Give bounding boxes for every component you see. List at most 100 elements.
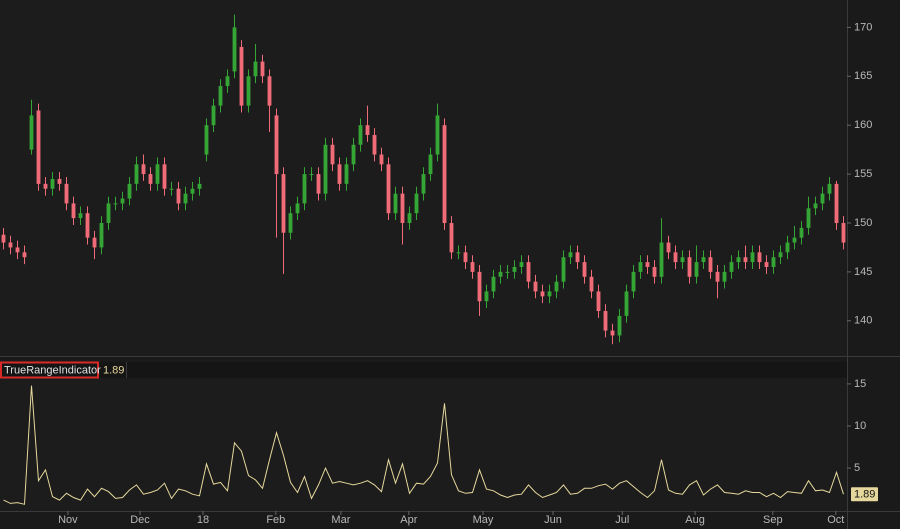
x-tick-label: Apr bbox=[400, 514, 417, 526]
candle-body bbox=[344, 164, 349, 184]
y-tick-label: 10 bbox=[854, 420, 866, 432]
x-tick-label: Sep bbox=[763, 514, 783, 526]
candle-body bbox=[232, 27, 237, 72]
candle-body bbox=[267, 76, 272, 106]
candle-body bbox=[106, 203, 111, 223]
candle-body bbox=[92, 237, 97, 248]
candle-body bbox=[827, 183, 832, 194]
x-tick-label: May bbox=[473, 514, 494, 526]
candle-body bbox=[428, 154, 433, 175]
candle-body bbox=[22, 252, 27, 258]
candle-body bbox=[421, 174, 426, 194]
candle-body bbox=[253, 61, 258, 77]
candle-body bbox=[316, 174, 321, 194]
candle-body bbox=[820, 193, 825, 204]
candle-body bbox=[470, 262, 475, 272]
candle-body bbox=[281, 174, 286, 233]
candle-body bbox=[645, 262, 650, 267]
candle-body bbox=[260, 61, 265, 77]
candle-body bbox=[750, 252, 755, 263]
candle-body bbox=[463, 252, 468, 263]
candle-body bbox=[386, 164, 391, 214]
candle-body bbox=[512, 267, 517, 272]
candle-body bbox=[134, 164, 139, 184]
indicator-title-box bbox=[0, 361, 99, 379]
last-value-label: 1.89 bbox=[854, 489, 875, 501]
candle-body bbox=[484, 291, 489, 302]
candle-body bbox=[197, 183, 202, 189]
candle-body bbox=[239, 46, 244, 106]
candle-body bbox=[547, 291, 552, 297]
candle-body bbox=[274, 115, 279, 175]
candle-body bbox=[694, 262, 699, 277]
candle-body bbox=[680, 257, 685, 263]
candle-body bbox=[50, 178, 55, 189]
candle-body bbox=[120, 198, 125, 204]
candle-body bbox=[141, 164, 146, 175]
candle-body bbox=[477, 271, 482, 302]
candle-body bbox=[701, 257, 706, 263]
y-tick-label: 140 bbox=[854, 315, 872, 327]
candle-body bbox=[764, 262, 769, 267]
candle-body bbox=[176, 188, 181, 204]
y-tick-label: 145 bbox=[854, 266, 872, 278]
candle-body bbox=[799, 227, 804, 238]
candle-body bbox=[442, 125, 447, 223]
candle-body bbox=[610, 330, 615, 336]
candle-body bbox=[127, 183, 132, 199]
candle-body bbox=[85, 213, 90, 238]
candle-body bbox=[561, 257, 566, 282]
candle-body bbox=[183, 193, 188, 204]
candle-body bbox=[162, 164, 167, 189]
candle-body bbox=[624, 291, 629, 316]
y-tick-label: 15 bbox=[854, 378, 866, 390]
candle-body bbox=[351, 144, 356, 165]
candle-body bbox=[57, 178, 62, 184]
candle-body bbox=[526, 262, 531, 282]
candle-body bbox=[414, 193, 419, 214]
candle-body bbox=[491, 276, 496, 292]
candle-body bbox=[568, 252, 573, 258]
candle-body bbox=[498, 271, 503, 277]
x-tick-label: Aug bbox=[685, 514, 705, 526]
candle-body bbox=[792, 237, 797, 243]
candle-body bbox=[36, 110, 41, 184]
x-tick-label: 18 bbox=[197, 514, 209, 526]
candle-body bbox=[589, 276, 594, 292]
x-tick-label: Jul bbox=[615, 514, 629, 526]
candle-body bbox=[834, 183, 839, 223]
candle-body bbox=[169, 188, 174, 190]
candle-body bbox=[323, 144, 328, 194]
candle-body bbox=[71, 203, 76, 219]
candle-body bbox=[246, 76, 251, 106]
candle-body bbox=[659, 242, 664, 277]
candle-body bbox=[400, 193, 405, 223]
candle-body bbox=[456, 252, 461, 254]
candle-body bbox=[288, 213, 293, 233]
candle-body bbox=[218, 86, 223, 106]
candle-body bbox=[575, 252, 580, 263]
candle-body bbox=[99, 222, 104, 248]
indicator-header bbox=[0, 362, 847, 378]
candle-body bbox=[295, 203, 300, 214]
y-tick-label: 160 bbox=[854, 119, 872, 131]
candle-body bbox=[638, 262, 643, 272]
x-tick-label: Feb bbox=[266, 514, 285, 526]
candle-body bbox=[813, 203, 818, 209]
x-tick-label: Dec bbox=[130, 514, 150, 526]
candle-body bbox=[596, 291, 601, 312]
candle-body bbox=[582, 262, 587, 277]
candle-body bbox=[435, 115, 440, 155]
indicator-title: TrueRangeIndicator bbox=[4, 364, 101, 376]
candle-body bbox=[225, 76, 230, 87]
candle-body bbox=[736, 257, 741, 263]
candle-body bbox=[631, 271, 636, 292]
y-tick-label: 165 bbox=[854, 70, 872, 82]
candle-body bbox=[113, 203, 118, 205]
last-value-box bbox=[851, 487, 878, 502]
candle-body bbox=[29, 115, 34, 150]
candle-body bbox=[666, 242, 671, 253]
x-tick-label: Jun bbox=[544, 514, 562, 526]
candle-body bbox=[771, 257, 776, 267]
